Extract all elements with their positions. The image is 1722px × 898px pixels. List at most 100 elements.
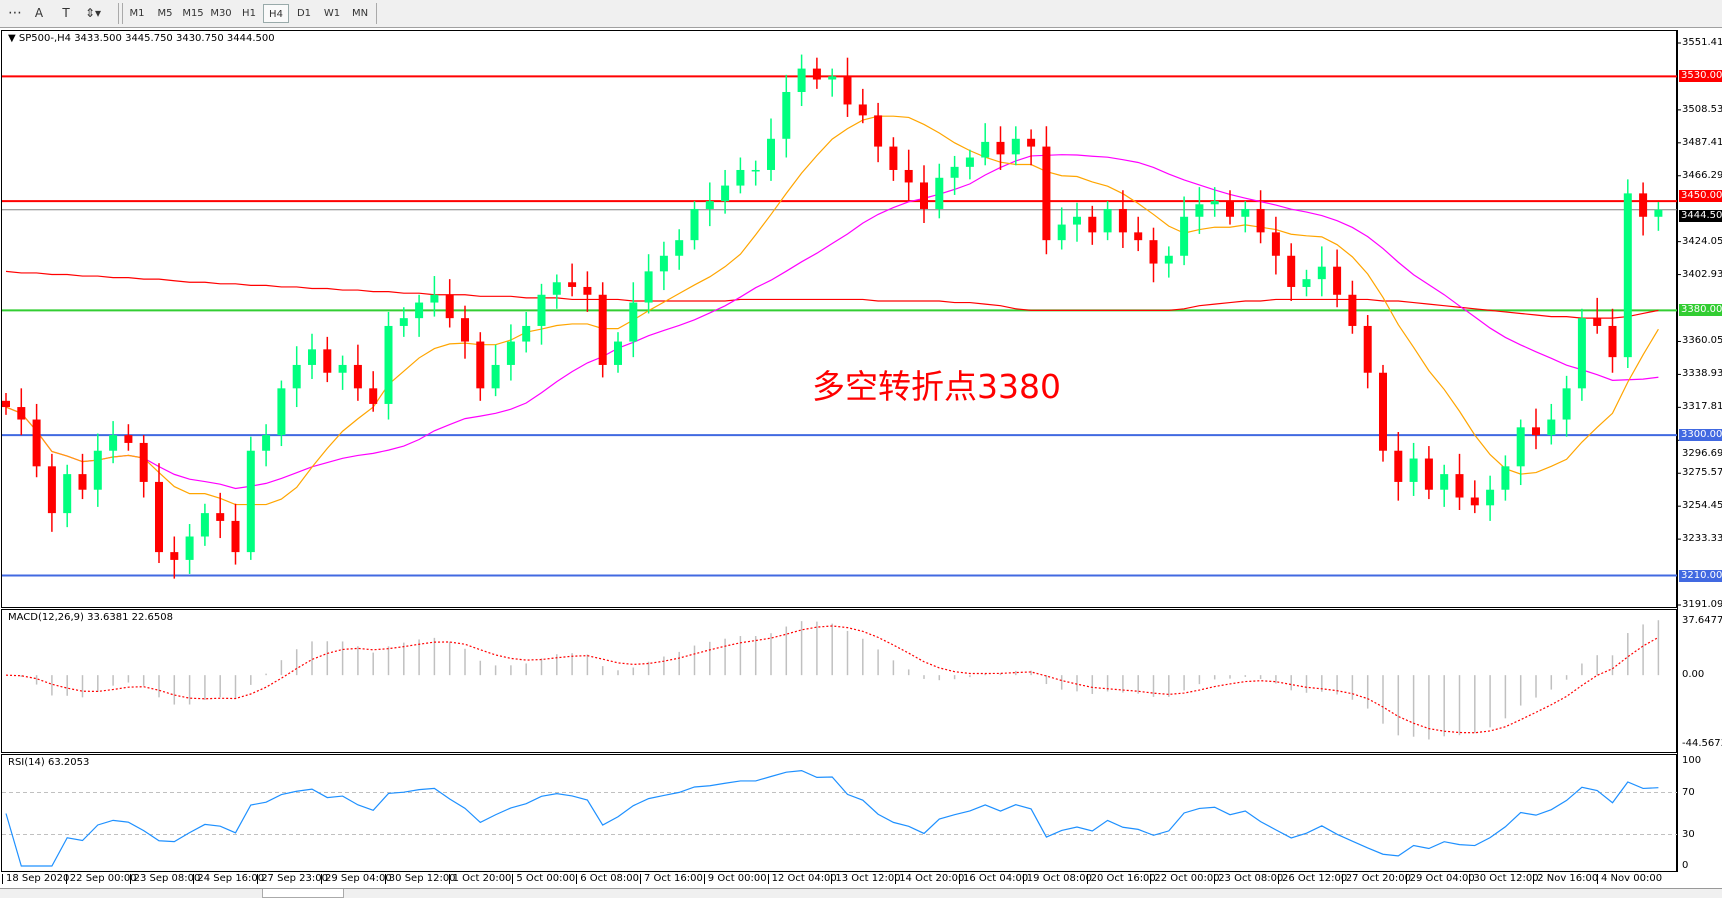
candle-bull [767, 138, 775, 170]
candle-bear [1379, 372, 1387, 451]
price-tick-label: 3508.530 [1682, 103, 1722, 115]
ma-mid-line [5, 154, 1659, 490]
candle-bear [17, 407, 26, 420]
candle-bear [812, 68, 821, 80]
level-label: 3210.000 [1679, 569, 1722, 582]
toolbar-separator [118, 3, 119, 24]
time-tick-label: 27 Oct 20:00 [1341, 874, 1411, 884]
candle-bull [1440, 474, 1449, 490]
time-tick-label: 18 Sep 2020 [2, 874, 69, 884]
ma-fast-line [5, 115, 1659, 506]
timeframe-w1-button[interactable]: W1 [323, 8, 341, 19]
candle-bull [705, 201, 714, 209]
candle-bear [2, 400, 10, 408]
candle-bear [124, 435, 133, 443]
candle-bear [1226, 201, 1234, 217]
candle-bull [1195, 204, 1204, 217]
candle-bull [935, 177, 944, 209]
timeframe-h1-button[interactable]: H1 [242, 8, 256, 19]
candle-bear [323, 349, 332, 373]
timeframe-h4-button[interactable]: H4 [263, 4, 289, 23]
candle-bear [889, 146, 898, 170]
price-axis[interactable]: 3551.410 3508.530 3487.410 3466.290 3424.050… [1678, 0, 1722, 897]
candle-bull [537, 294, 546, 326]
grid-tool-icon[interactable]: ⋯ [8, 5, 22, 21]
candle-bull [246, 450, 255, 553]
rsi-line [5, 769, 1659, 867]
price-tick-label: 3233.330 [1682, 533, 1722, 545]
time-tick-label: 19 Oct 08:00 [1022, 874, 1092, 884]
candle-bull [629, 302, 638, 342]
candle-bull [415, 302, 424, 319]
time-tick-label: 4 Nov 00:00 [1597, 874, 1662, 884]
candle-bear [353, 364, 362, 389]
candle-bull [828, 76, 837, 80]
candle-bull [200, 513, 209, 537]
candle-bull [965, 157, 974, 167]
rsi-panel[interactable]: RSI(14) 63.2053 [1, 754, 1677, 872]
candle-bull [614, 341, 622, 365]
candle-bull [736, 169, 745, 186]
candle-bull [751, 169, 760, 172]
time-tick-label: 5 Oct 00:00 [512, 874, 575, 884]
candle-bear [904, 169, 913, 183]
candle-bull [690, 208, 699, 241]
candle-bear [1532, 427, 1540, 436]
timeframe-m5-button[interactable]: M5 [157, 8, 173, 19]
price-chart-panel[interactable]: ▼ SP500-,H4 3433.500 3445.750 3430.750 3… [1, 30, 1677, 608]
candle-bull [659, 255, 668, 272]
candle-bull [1210, 201, 1219, 205]
timeframe-d1-button[interactable]: D1 [296, 8, 312, 19]
candle-bull [1562, 388, 1571, 420]
time-tick-label: 12 Oct 04:00 [767, 874, 837, 884]
collapse-triangle-icon[interactable]: ▼ [8, 33, 19, 44]
candle-bull [277, 388, 286, 436]
candle-bull [93, 450, 102, 490]
arrows-tool-icon[interactable]: ⇕▾ [84, 6, 102, 20]
price-tick-label: 3402.930 [1682, 268, 1722, 280]
timeframe-m30-button[interactable]: M30 [210, 8, 232, 19]
candle-bull [384, 325, 393, 404]
candle-bull [1073, 216, 1081, 225]
candle-bear [843, 76, 852, 105]
candle-bull [1057, 224, 1066, 241]
rsi-tick-label: 70 [1682, 786, 1695, 798]
candle-bull [1302, 279, 1311, 287]
macd-tick-label: 0.00 [1682, 669, 1705, 681]
toolbar: ⋯ A T ⇕▾ M1 M5 M15 M30 H1 H4 D1 W1 MN [0, 0, 1722, 28]
chart-header: ▼ SP500-,H4 3433.500 3445.750 3430.750 3… [8, 33, 275, 44]
candle-bull [1547, 419, 1556, 436]
price-tick-label: 3551.410 [1682, 37, 1722, 48]
toolbar-grip [122, 3, 123, 24]
timeframe-m1-button[interactable]: M1 [129, 8, 145, 19]
candle-bear [1348, 294, 1357, 326]
time-axis[interactable]: 18 Sep 2020 22 Sep 00:00 23 Sep 08:00 24 Se… [0, 872, 1678, 887]
candle-bear [568, 282, 577, 287]
candle-bull [1577, 318, 1586, 389]
level-label: 3300.000 [1679, 429, 1722, 442]
candle-bull [552, 282, 561, 295]
candle-bull [109, 435, 118, 451]
candle-bear [1394, 450, 1403, 482]
candle-bear [1042, 146, 1051, 241]
level-label: 3380.000 [1679, 304, 1722, 317]
candle-bear [1149, 240, 1158, 264]
time-tick-label: 14 Oct 20:00 [895, 874, 964, 884]
time-tick-label: 9 Oct 00:00 [703, 874, 767, 884]
timeframe-m15-button[interactable]: M15 [182, 8, 204, 19]
rsi-tick-label: 0 [1682, 860, 1689, 871]
candle-bear [874, 115, 883, 147]
candle-bear [1593, 318, 1602, 326]
text-label-tool-icon[interactable]: T [62, 6, 70, 20]
price-tick-label: 3466.290 [1682, 169, 1722, 181]
text-tool-icon[interactable]: A [34, 6, 44, 20]
time-tick-label: 23 Oct 08:00 [1214, 874, 1283, 884]
time-tick-label: 27 Sep 23:00 [257, 874, 328, 884]
timeframe-mn-button[interactable]: MN [351, 8, 369, 19]
time-tick-label: 6 Oct 08:00 [576, 874, 639, 884]
candle-bull [1623, 193, 1632, 358]
candle-bull [1654, 209, 1663, 217]
time-tick-label: 22 Sep 00:00 [65, 874, 137, 884]
candle-bear [1118, 208, 1127, 233]
candle-bear [78, 474, 87, 490]
